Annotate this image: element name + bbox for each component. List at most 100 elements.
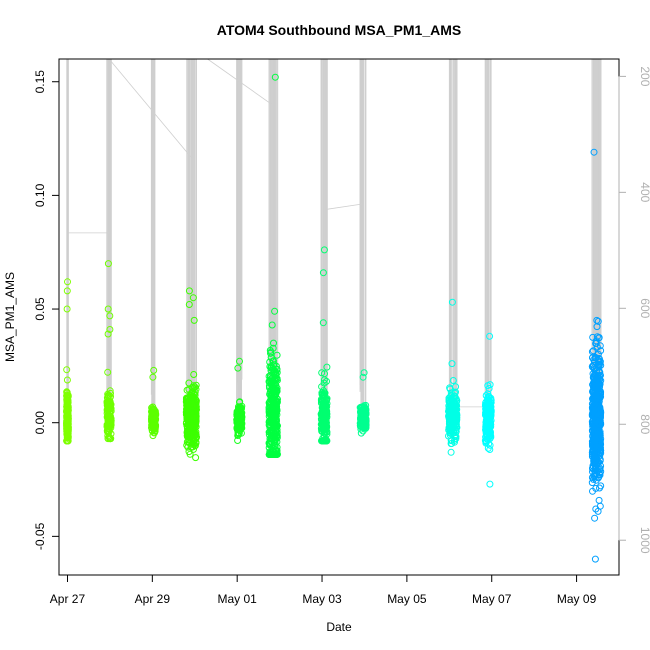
data-point xyxy=(273,351,281,359)
data-point xyxy=(148,426,156,434)
series-apr-29-30-flight xyxy=(182,287,200,462)
y-tick-label: 0.10 xyxy=(33,183,47,207)
data-point xyxy=(269,364,277,372)
data-point xyxy=(447,437,455,445)
data-point xyxy=(591,458,599,466)
data-point xyxy=(451,419,459,427)
data-point xyxy=(320,390,328,398)
data-point xyxy=(235,429,243,437)
data-point xyxy=(597,449,605,457)
data-point xyxy=(447,410,455,418)
data-point xyxy=(596,406,604,414)
data-point xyxy=(592,340,600,347)
data-point xyxy=(453,406,461,414)
data-point xyxy=(453,397,461,404)
data-point-outlier xyxy=(104,305,112,313)
data-point xyxy=(483,400,491,408)
data-point-outlier xyxy=(319,319,327,327)
series-may-03-04-flight xyxy=(356,369,370,437)
x-tick-label: May 01 xyxy=(218,592,258,606)
data-point xyxy=(104,404,112,412)
data-point-outlier xyxy=(271,307,279,315)
data-point-outlier xyxy=(150,366,158,374)
data-point xyxy=(269,418,277,426)
y-tick-label: -0.05 xyxy=(33,522,47,550)
data-point xyxy=(594,459,602,467)
data-point xyxy=(234,416,242,424)
series-may-09-flight xyxy=(588,148,605,563)
altitude-trace xyxy=(66,58,602,430)
data-point xyxy=(597,447,605,454)
series-may-06-07-flight xyxy=(481,332,495,488)
data-point xyxy=(183,419,191,426)
data-point-outlier xyxy=(320,246,328,254)
data-point xyxy=(318,404,326,412)
right-tick-label: 200 xyxy=(638,66,650,86)
data-point xyxy=(266,403,274,411)
data-point xyxy=(266,358,274,366)
data-point xyxy=(593,386,601,393)
data-point xyxy=(594,410,602,418)
data-point xyxy=(270,414,278,421)
data-point-outlier xyxy=(106,326,114,333)
data-point xyxy=(590,365,598,373)
data-point xyxy=(358,411,366,419)
data-point xyxy=(482,439,490,447)
data-point-outlier xyxy=(149,373,157,381)
data-point xyxy=(269,344,277,352)
series-apr-28-flight xyxy=(103,260,115,443)
right-tick-label: 1000 xyxy=(638,527,650,554)
data-point xyxy=(319,412,327,420)
data-point xyxy=(482,437,490,445)
data-point xyxy=(589,347,597,355)
data-point xyxy=(597,482,605,490)
right-axis: 200 400 600 800 1000 xyxy=(618,66,650,554)
data-point xyxy=(234,413,242,421)
x-axis: Apr 27 Apr 29 May 01 May 03 May 05 May 07 May … xyxy=(50,574,597,606)
data-point-outlier xyxy=(359,373,367,381)
data-point xyxy=(589,374,597,382)
right-tick-label: 400 xyxy=(638,182,650,202)
data-point xyxy=(321,404,329,411)
data-point xyxy=(63,401,71,409)
data-point xyxy=(590,379,597,387)
data-point xyxy=(589,370,597,378)
data-point xyxy=(271,374,279,382)
data-point xyxy=(104,435,112,443)
data-point xyxy=(486,421,494,429)
x-tick-label: May 03 xyxy=(302,592,342,606)
data-point xyxy=(447,423,455,431)
data-point-outlier xyxy=(63,287,71,295)
data-point xyxy=(592,463,600,470)
data-point xyxy=(63,430,71,438)
data-point xyxy=(589,468,596,476)
data-point xyxy=(595,362,603,370)
chart-title: ATOM4 Southbound MSA_PM1_AMS xyxy=(217,22,461,38)
data-point xyxy=(320,379,328,387)
data-point xyxy=(322,405,330,413)
data-point xyxy=(485,414,492,422)
data-point xyxy=(265,378,273,385)
plot-frame xyxy=(58,58,620,576)
y-axis: -0.05 0.00 0.05 0.10 0.15 xyxy=(33,70,60,550)
data-point xyxy=(323,363,331,371)
data-point xyxy=(590,443,598,450)
data-point xyxy=(589,487,596,495)
data-point-outlier xyxy=(270,339,277,347)
altitude-transit xyxy=(324,203,364,211)
data-point-outlier xyxy=(268,321,276,329)
data-point xyxy=(445,424,453,432)
data-point xyxy=(486,431,494,439)
data-point-outlier xyxy=(104,260,112,268)
data-point xyxy=(188,439,196,447)
data-point xyxy=(190,371,198,378)
data-point xyxy=(451,431,459,439)
data-point xyxy=(105,415,113,423)
data-point xyxy=(595,496,603,504)
data-point xyxy=(487,396,495,404)
x-tick-label: May 07 xyxy=(472,592,512,606)
data-point xyxy=(186,450,194,458)
data-point-outlier xyxy=(185,287,193,295)
data-point-outlier xyxy=(190,316,198,324)
